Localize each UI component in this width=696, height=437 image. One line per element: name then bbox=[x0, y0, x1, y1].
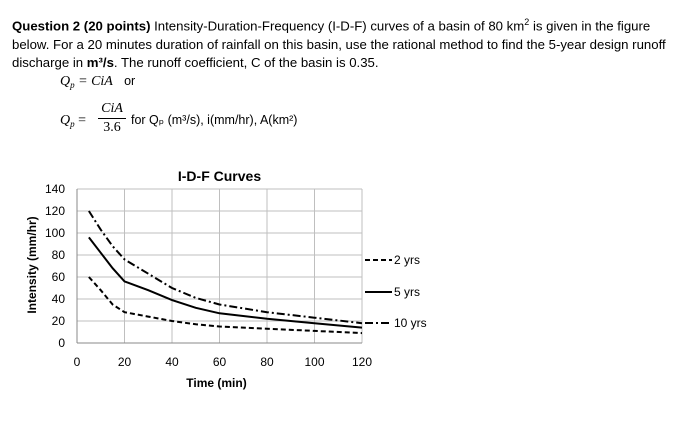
y-tick-label: 140 bbox=[45, 182, 65, 196]
y-tick-label: 20 bbox=[52, 314, 66, 328]
question-text-part3: . The runoff coefficient, C of the basin… bbox=[113, 54, 379, 70]
y-tick-label: 120 bbox=[45, 204, 65, 218]
y-axis-label: Intensity (mm/hr) bbox=[25, 216, 39, 313]
formula-fraction: CiA 3.6 bbox=[98, 101, 126, 136]
rational-formula-2-lhs: Qp = bbox=[60, 113, 87, 129]
formula-or: or bbox=[124, 74, 136, 88]
units-note: for Qₚ (m³/s), i(mm/hr), A(km²) bbox=[131, 113, 298, 127]
y-tick-label: 0 bbox=[58, 336, 65, 350]
x-tick-label: 0 bbox=[74, 355, 81, 369]
fraction-bar bbox=[98, 118, 126, 119]
question-text-part2: is given in the figure below. For a 20 m… bbox=[12, 18, 666, 70]
x-tick-label: 120 bbox=[352, 355, 372, 369]
area-unit-superscript: 2 bbox=[524, 17, 530, 27]
formula2-q-subscript: p bbox=[70, 119, 75, 129]
legend-label-2-yrs: 2 yrs bbox=[394, 253, 420, 267]
fraction-denominator: 3.6 bbox=[103, 120, 121, 135]
x-axis-label: Time (min) bbox=[186, 376, 246, 390]
x-tick-label: 20 bbox=[118, 355, 132, 369]
formula-q: Q bbox=[60, 74, 71, 89]
formula-q-subscript: p bbox=[70, 80, 75, 90]
x-tick-label: 80 bbox=[260, 355, 274, 369]
series-line-2-yrs bbox=[88, 276, 363, 335]
y-tick-label: 60 bbox=[52, 270, 66, 284]
formula2-q: Q bbox=[60, 113, 71, 128]
legend-label-5-yrs: 5 yrs bbox=[394, 285, 420, 299]
chart-title: I-D-F Curves bbox=[178, 168, 261, 184]
legend-label-10-yrs: 10 yrs bbox=[394, 316, 427, 330]
question-number: Question 2 (20 points) bbox=[12, 18, 151, 34]
question-text-part1: Intensity-Duration-Frequency (I-D-F) cur… bbox=[150, 18, 525, 34]
x-tick-label: 40 bbox=[165, 355, 179, 369]
x-tick-label: 60 bbox=[213, 355, 227, 369]
formula-rhs: = CiA bbox=[78, 74, 113, 89]
question-text: Question 2 (20 points) Intensity-Duratio… bbox=[12, 13, 682, 72]
series-line-10-yrs bbox=[88, 210, 363, 325]
y-tick-label: 80 bbox=[52, 248, 66, 262]
fraction-numerator: CiA bbox=[101, 101, 123, 116]
x-tick-label: 100 bbox=[304, 355, 324, 369]
series-line-5-yrs bbox=[88, 236, 363, 329]
y-tick-label: 100 bbox=[45, 226, 65, 240]
y-tick-label: 40 bbox=[52, 292, 66, 306]
discharge-unit: m³/s bbox=[86, 54, 114, 70]
rational-formula-1: Qp = CiA or bbox=[60, 74, 135, 90]
